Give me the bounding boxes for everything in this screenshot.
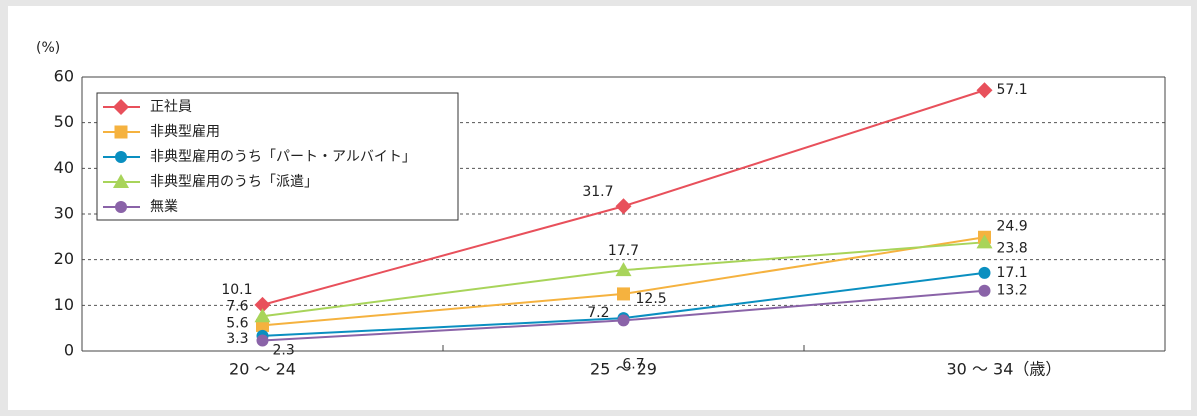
y-tick-label: 50 xyxy=(54,112,74,131)
legend-marker xyxy=(113,99,129,115)
y-tick-label: 40 xyxy=(54,158,74,177)
y-tick-label: 20 xyxy=(54,249,74,268)
legend-marker xyxy=(114,125,128,139)
data-label: 23.8 xyxy=(997,240,1028,256)
data-label: 6.7 xyxy=(622,356,644,372)
data-label: 17.1 xyxy=(997,265,1028,281)
data-label: 5.6 xyxy=(226,315,248,331)
data-label: 2.3 xyxy=(273,342,295,358)
legend-marker xyxy=(115,201,127,213)
x-tick-label: 30 ～ 34（歳） xyxy=(947,360,1062,379)
legend-label: 正社員 xyxy=(150,99,192,115)
data-label: 12.5 xyxy=(636,291,667,307)
data-point xyxy=(254,308,271,323)
data-label: 7.2 xyxy=(587,305,609,321)
legend-label: 無業 xyxy=(150,199,178,215)
data-point xyxy=(617,287,630,301)
data-label: 7.6 xyxy=(226,298,248,314)
legend-label: 非典型雇用のうち「パート・アルバイト」 xyxy=(150,148,416,165)
data-point xyxy=(615,198,632,215)
data-label: 17.7 xyxy=(608,243,639,259)
x-tick-label: 25 ～ 29 xyxy=(590,360,657,379)
y-unit: (%) xyxy=(36,40,60,56)
legend-marker xyxy=(113,174,129,188)
data-point xyxy=(976,82,993,99)
data-point xyxy=(976,234,993,249)
data-label: 57.1 xyxy=(997,82,1028,98)
data-point xyxy=(254,296,271,313)
y-tick-label: 30 xyxy=(54,204,74,223)
data-label: 3.3 xyxy=(226,331,248,347)
legend-label: 非典型雇用のうち「派遣」 xyxy=(150,173,318,190)
x-tick-label: 20 ～ 24 xyxy=(229,360,296,379)
y-tick-label: 10 xyxy=(54,295,74,314)
data-point xyxy=(617,314,630,327)
y-tick-label: 0 xyxy=(64,341,74,360)
y-tick-label: 60 xyxy=(54,67,74,86)
data-point xyxy=(615,262,632,277)
data-label: 10.1 xyxy=(221,282,252,298)
data-point xyxy=(978,284,991,297)
data-point xyxy=(256,334,269,347)
legend-label: 非典型雇用 xyxy=(150,123,220,140)
data-label: 13.2 xyxy=(997,283,1028,299)
legend-marker xyxy=(115,151,127,163)
legend-box xyxy=(96,92,459,221)
data-point xyxy=(978,266,991,279)
data-label: 24.9 xyxy=(997,218,1028,234)
data-label: 31.7 xyxy=(582,184,613,200)
